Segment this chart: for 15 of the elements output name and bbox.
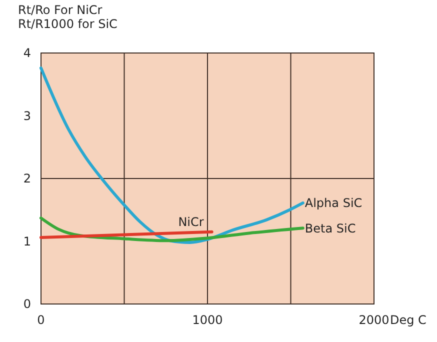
y-tick-label: 3 <box>23 108 31 123</box>
series-label: Beta SiC <box>304 221 356 236</box>
y-tick-label: 0 <box>23 297 31 312</box>
series-label: Alpha SiC <box>304 196 362 210</box>
series-label: NiCr <box>178 215 204 230</box>
line-series <box>40 66 304 244</box>
y-tick-label: 1 <box>23 234 31 248</box>
y-tick-label: 2 <box>23 172 31 186</box>
x-tick-label: 1000 <box>192 313 223 327</box>
y-tick-label: 4 <box>23 46 31 60</box>
y-axis-title: Rt/Ro For NiCr Rt/R1000 for SiC <box>18 3 118 31</box>
x-tick-label: 2000 <box>358 313 390 327</box>
x-axis-title: Deg C <box>390 313 426 327</box>
x-tick-label: 0 <box>37 313 45 327</box>
line-series <box>40 216 304 242</box>
